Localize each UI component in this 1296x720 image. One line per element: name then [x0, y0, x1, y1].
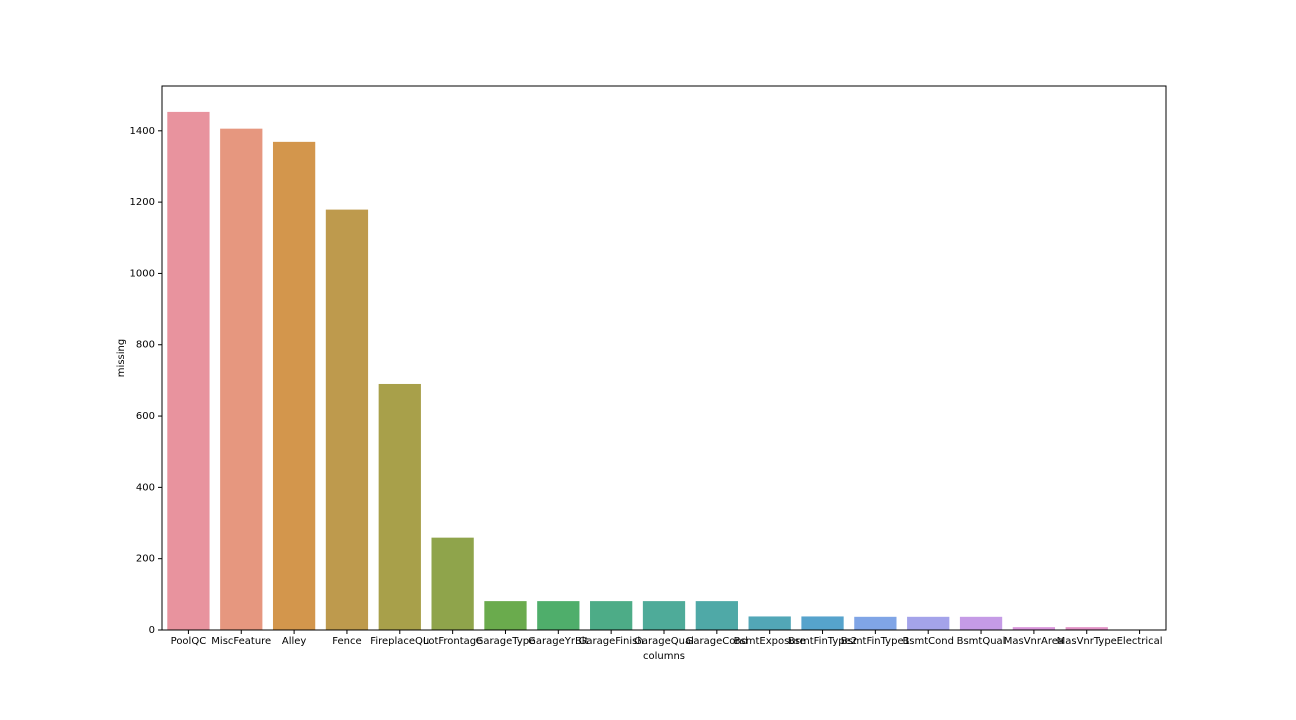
x-tick-label: PoolQC: [171, 636, 207, 647]
bar: [1065, 627, 1108, 630]
x-tick-label: GarageType: [476, 636, 536, 647]
y-tick-label: 800: [136, 340, 155, 351]
bar: [272, 141, 316, 631]
x-tick-label: Electrical: [1117, 636, 1163, 647]
bar: [642, 601, 686, 630]
bar: [854, 616, 897, 630]
y-tick-label: 400: [136, 482, 155, 493]
bar: [537, 601, 580, 630]
y-tick-label: 1200: [130, 197, 155, 208]
bar: [220, 128, 263, 630]
bar: [1012, 627, 1056, 630]
x-tick-label: MasVnrType: [1057, 636, 1117, 647]
x-tick-label: FireplaceQu: [370, 636, 429, 647]
y-tick-label: 200: [136, 554, 155, 565]
bar: [959, 616, 1003, 630]
bar: [325, 209, 369, 631]
x-tick-label: MiscFeature: [211, 636, 271, 647]
plot-frame: [161, 85, 1167, 631]
bar: [695, 601, 738, 630]
bar: [378, 383, 421, 630]
bar: [748, 616, 791, 630]
x-tick-label: LotFrontage: [423, 636, 482, 647]
x-tick-label: BsmtQual: [957, 636, 1006, 647]
x-tick-label: BsmtFinType2: [788, 636, 857, 647]
x-tick-label: Fence: [332, 636, 361, 647]
bar: [801, 616, 844, 630]
x-tick-label: Alley: [282, 636, 307, 647]
x-tick-label: GarageCond: [686, 636, 748, 647]
x-tick-label: BsmtFinType1: [841, 636, 910, 647]
x-tick-label: BsmtExposure: [734, 636, 806, 647]
bar: [907, 616, 950, 630]
bar: [431, 537, 474, 630]
y-tick-label: 0: [149, 625, 155, 636]
y-tick-label: 600: [136, 411, 155, 422]
x-axis-label: columns: [643, 651, 685, 662]
x-tick-label: BsmtCond: [902, 636, 954, 647]
y-tick-label: 1000: [130, 268, 155, 279]
bar: [590, 601, 633, 630]
bar: [484, 601, 527, 630]
x-tick-label: GarageQual: [634, 636, 694, 647]
y-axis-label: missing: [116, 339, 127, 377]
bar: [167, 111, 210, 630]
x-tick-label: MasVnrArea: [1004, 636, 1064, 647]
y-tick-label: 1400: [130, 126, 155, 137]
x-tick-label: GarageYrBlt: [528, 636, 588, 647]
x-tick-label: GarageFinish: [579, 636, 644, 647]
